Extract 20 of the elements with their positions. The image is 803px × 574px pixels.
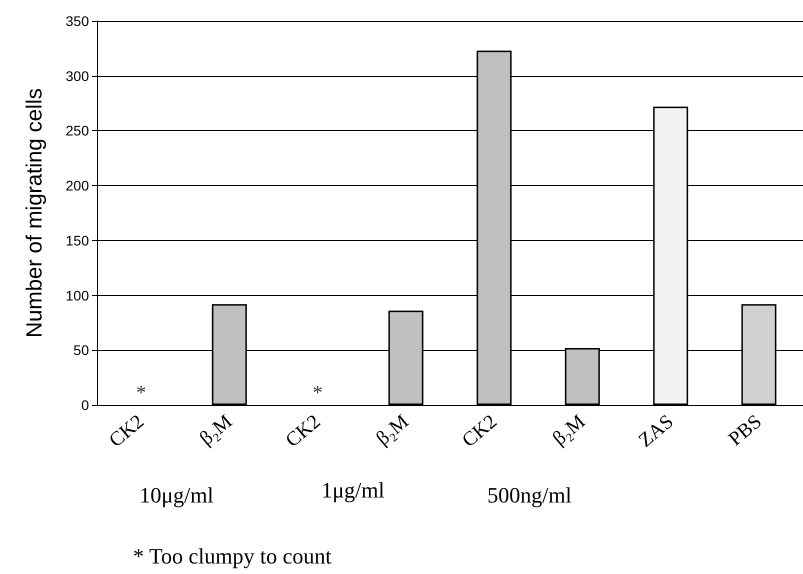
y-tick-label: 300	[66, 68, 90, 84]
y-tick-label: 150	[66, 232, 90, 248]
y-tick-label: 0	[81, 397, 90, 413]
text: 1μg/ml	[321, 478, 384, 502]
y-tick-label: 200	[66, 178, 90, 194]
y-tick-label: 250	[66, 122, 90, 139]
x-tick-label: ZAS	[634, 410, 678, 452]
y-tick-label: 50	[73, 342, 90, 358]
text: *	[312, 382, 323, 404]
y-tick-label: 350	[66, 13, 90, 29]
text: 10μg/ml	[139, 482, 214, 508]
x-tick-label: CK2	[458, 410, 502, 452]
y-tick-label: 100	[66, 287, 90, 304]
text: * Too clumpy to count	[133, 544, 332, 568]
text: 500ng/ml	[487, 482, 572, 508]
y-axis-title: Number of migrating cells	[22, 88, 46, 338]
x-tick-label: CK2	[105, 410, 148, 452]
text: *	[136, 382, 146, 404]
x-tick-label: CK2	[282, 410, 325, 452]
x-tick-label: PBS	[724, 410, 766, 450]
